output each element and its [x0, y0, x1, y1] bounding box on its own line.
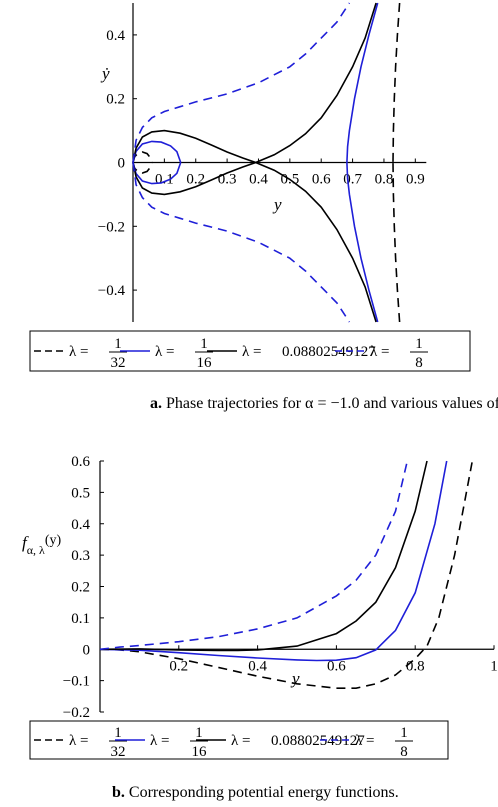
chart-b-x-tick-label: 0.4 — [248, 658, 267, 674]
chart-a-curve-2-right-upper — [346, 2, 379, 163]
chart-a-curve-2-lower — [132, 162, 182, 185]
chart-a-x-axis-label: y — [272, 195, 282, 214]
chart-a-legend-num-2: 1 — [200, 336, 208, 352]
chart-a-legend-num-4: 1 — [415, 336, 423, 352]
chart-a-legend-den-2: 16 — [197, 355, 213, 371]
chart-b-y-tick-label: −0.1 — [63, 674, 90, 690]
chart-a-x-tick-label: 0.6 — [312, 172, 331, 188]
chart-b-curve-3 — [99, 460, 428, 652]
chart-b-legend-value-3: 0.08802549127 — [271, 733, 365, 749]
chart-a-x-tick-label: 0.9 — [406, 172, 425, 188]
chart-b-x-axis-label: y — [290, 669, 300, 688]
chart-a-phase-trajectories: 0.1 0.2 0.3 0.4 0.5 0.6 0.7 0.8 0.90.40.20−0.2−0… — [98, 2, 427, 323]
chart-b-y-tick-label: 0.2 — [71, 580, 90, 596]
chart-b-y-tick-label: 0.5 — [71, 485, 90, 501]
chart-b-y-label-main: f — [22, 533, 29, 552]
chart-b-y-tick-label: 0.3 — [71, 548, 90, 564]
chart-a-y-axis-label: ẏ — [100, 64, 110, 83]
chart-a-curve-2-right-lower — [346, 162, 379, 323]
chart-a-curve-4-lower — [132, 162, 351, 323]
chart-b-legend-num-4: 1 — [400, 725, 408, 741]
chart-a-x-tick-label: 0.2 — [186, 172, 205, 188]
chart-b-x-tick-label: 0.2 — [169, 658, 188, 674]
chart-b-y-axis-label: fα, λ(y) — [22, 533, 62, 557]
chart-b-legend-num-1: 1 — [114, 725, 122, 741]
caption-b-tag: b. — [112, 784, 125, 801]
chart-b-y-tick-label: 0.6 — [71, 454, 90, 470]
caption-b-text: Corresponding potential energy functions… — [125, 784, 399, 801]
chart-a-legend-label-4: λ = — [370, 344, 389, 360]
chart-b-legend-den-2: 16 — [192, 744, 208, 760]
chart-b-y-tick-label: 0.1 — [71, 611, 90, 627]
chart-b-legend-den-1: 32 — [111, 744, 126, 760]
chart-b-legend-label-2: λ = — [150, 733, 169, 749]
chart-b-y-label-sub: α, λ — [27, 543, 45, 557]
chart-a-curve-3-lower — [132, 2, 377, 196]
chart-b-legend-label-3: λ = — [231, 733, 250, 749]
chart-b-curves — [99, 460, 474, 689]
chart-a-y-tick-label: 0.4 — [106, 28, 125, 44]
chart-a-curve-3-upper — [132, 129, 377, 323]
chart-a-curve-2-upper — [132, 140, 182, 163]
chart-a-legend-value-3: 0.08802549127 — [282, 344, 376, 360]
chart-a-curve-1-right-upper — [392, 2, 401, 163]
caption-b: b. Corresponding potential energy functi… — [112, 784, 399, 801]
chart-a-x-tick-label: 0.4 — [249, 172, 268, 188]
chart-b-legend-num-2: 1 — [195, 725, 203, 741]
caption-a: a. Phase trajectories for α = −1.0 and v… — [150, 395, 498, 412]
chart-a-legend-label-1: λ = — [69, 344, 88, 360]
chart-b-curve-1 — [99, 460, 474, 689]
chart-a-x-tick-label: 0.7 — [343, 172, 362, 188]
chart-b-legend-label-4: λ = — [355, 733, 374, 749]
chart-a-ticks: 0.1 0.2 0.3 0.4 0.5 0.6 0.7 0.8 0.90.40.20−0.2−0… — [98, 28, 425, 299]
chart-a-x-tick-label: 0.3 — [218, 172, 237, 188]
chart-b-potential-energy: 0.2 0.4 0.6 0.8 1 0.6 0.5 0.4 0.3 0.2 0.1 0 −0.1 −0.2… — [22, 454, 498, 721]
chart-b-curve-2 — [99, 460, 448, 662]
chart-a-y-tick-label: −0.2 — [98, 219, 125, 235]
chart-a-legend-label-3: λ = — [242, 344, 261, 360]
chart-b-curve-4 — [99, 460, 409, 651]
chart-b-y-tick-label: 0.4 — [71, 517, 90, 533]
chart-a-legend-den-1: 32 — [111, 355, 126, 371]
chart-b-y-tick-label: 0 — [83, 642, 91, 658]
chart-b-y-tick-label: −0.2 — [63, 705, 90, 721]
chart-a-curves — [132, 2, 401, 323]
caption-a-tag: a. — [150, 395, 162, 412]
chart-b-legend-label-1: λ = — [69, 733, 88, 749]
chart-a-y-tick-label: 0.2 — [106, 92, 125, 108]
chart-b-x-tick-label: 0.6 — [327, 658, 346, 674]
chart-a-x-tick-label: 0.8 — [375, 172, 394, 188]
chart-a-y-tick-label: −0.4 — [98, 283, 126, 299]
chart-a-legend-den-4: 8 — [415, 355, 423, 371]
chart-b-x-tick-label: 0.8 — [406, 658, 425, 674]
chart-a-curve-4-upper — [132, 2, 351, 163]
chart-a-legend-num-1: 1 — [114, 336, 122, 352]
chart-a-legend-label-2: λ = — [155, 344, 174, 360]
chart-b-y-label-arg: (y) — [45, 533, 62, 548]
chart-b-legend-den-4: 8 — [400, 744, 408, 760]
chart-a-y-tick-label: 0 — [118, 156, 126, 172]
caption-a-text: Phase trajectories for α = −1.0 and vari… — [162, 395, 498, 412]
chart-b-x-tick-label: 1 — [490, 658, 498, 674]
chart-a-curve-1-right-lower — [392, 162, 401, 323]
